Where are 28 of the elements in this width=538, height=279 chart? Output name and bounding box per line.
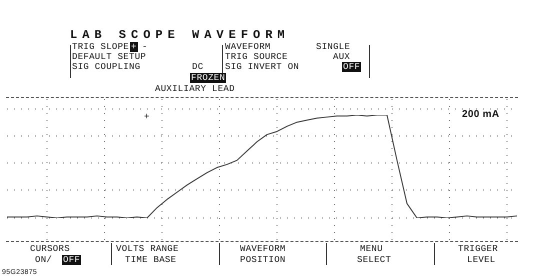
text: OFF [342, 62, 362, 72]
text: TRIG SLOPE [72, 42, 130, 52]
text: WAVEFORM [240, 244, 286, 254]
text: FROZEN [190, 73, 226, 83]
text: SIG INVERT ON [225, 62, 300, 72]
text: SIG COUPLING [72, 62, 140, 72]
text: CURSORS [30, 244, 70, 254]
text: - [142, 42, 148, 52]
text: POSITION [240, 255, 286, 265]
text: + [130, 42, 138, 52]
text: AUXILIARY LEAD [155, 84, 235, 94]
text: OFF [62, 255, 82, 265]
text: ON/ [35, 255, 52, 265]
chart-title: LAB SCOPE WAVEFORM [70, 28, 290, 42]
annotation: + [144, 112, 150, 122]
text: DC [192, 62, 204, 72]
text: AUX [333, 52, 350, 62]
text: TIME BASE [125, 255, 176, 265]
text: MENU [360, 244, 383, 254]
text: LEVEL [467, 255, 496, 265]
annotation: 200 mA [462, 109, 500, 120]
text: TRIG SOURCE [225, 52, 288, 62]
text: VOLTS RANGE [116, 244, 179, 254]
text: DEFAULT SETUP [72, 52, 146, 62]
text: WAVEFORM [225, 42, 271, 52]
text: TRIGGER [458, 244, 498, 254]
text: SELECT [357, 255, 392, 265]
text: SINGLE [316, 42, 350, 52]
